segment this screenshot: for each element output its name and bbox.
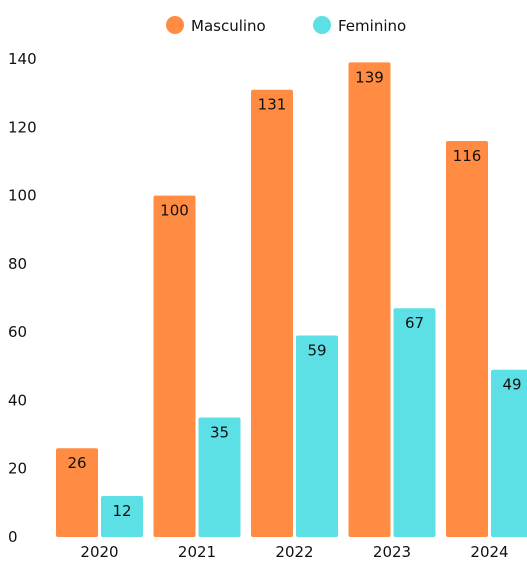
data-label-masculino-2024: 116 — [453, 147, 482, 165]
y-tick-label: 140 — [8, 50, 37, 68]
legend-swatch-feminino — [313, 16, 331, 34]
bar-masculino-2020[interactable] — [56, 448, 98, 537]
y-tick-label: 20 — [8, 460, 27, 478]
y-axis: 0 20 40 60 80 100 120 140 — [8, 50, 37, 546]
bar-feminino-2020[interactable] — [101, 496, 143, 537]
y-tick-label: 120 — [8, 118, 37, 136]
x-tick-label: 2020 — [80, 543, 118, 559]
bar-masculino-2021[interactable] — [153, 195, 196, 538]
y-tick-label: 60 — [8, 323, 27, 341]
x-tick-label: 2021 — [178, 543, 216, 559]
y-tick-label: 80 — [8, 255, 27, 273]
data-label-feminino-2023: 67 — [405, 314, 424, 332]
legend-label-feminino: Feminino — [338, 17, 406, 35]
data-label-masculino-2023: 139 — [355, 68, 384, 86]
bar-masculino-2023[interactable] — [348, 62, 391, 538]
data-label-masculino-2022: 131 — [258, 96, 287, 114]
data-label-feminino-2022: 59 — [307, 342, 326, 360]
bar-series-group: 26 12 100 35 131 59 139 67 116 49 — [56, 62, 527, 538]
x-axis: 2020 2021 2022 2023 2024 — [80, 543, 508, 561]
legend-item-masculino[interactable]: Masculino — [166, 16, 266, 35]
data-label-masculino-2021: 100 — [160, 202, 189, 220]
legend-item-feminino[interactable]: Feminino — [313, 16, 406, 35]
bar-feminino-2022[interactable] — [296, 335, 338, 537]
legend-label-masculino: Masculino — [191, 17, 266, 35]
y-tick-label: 100 — [8, 187, 37, 205]
y-tick-label: 40 — [8, 391, 27, 409]
x-tick-label: 2024 — [470, 543, 508, 559]
data-label-feminino-2021: 35 — [210, 424, 229, 442]
data-label-feminino-2024: 49 — [502, 376, 521, 394]
x-tick-label: 2022 — [275, 543, 313, 559]
y-tick-label: 0 — [8, 528, 18, 546]
data-label-feminino-2020: 12 — [112, 502, 131, 520]
bar-masculino-2024[interactable] — [446, 140, 488, 537]
legend-swatch-masculino — [166, 16, 184, 34]
bar-feminino-2024[interactable] — [491, 369, 527, 537]
chart-legend: Masculino Feminino — [166, 16, 406, 35]
x-tick-label: 2023 — [373, 543, 411, 559]
bar-masculino-2022[interactable] — [251, 89, 293, 537]
data-label-masculino-2020: 26 — [67, 454, 86, 472]
bar-feminino-2021[interactable] — [198, 417, 241, 538]
bar-feminino-2023[interactable] — [393, 308, 436, 537]
